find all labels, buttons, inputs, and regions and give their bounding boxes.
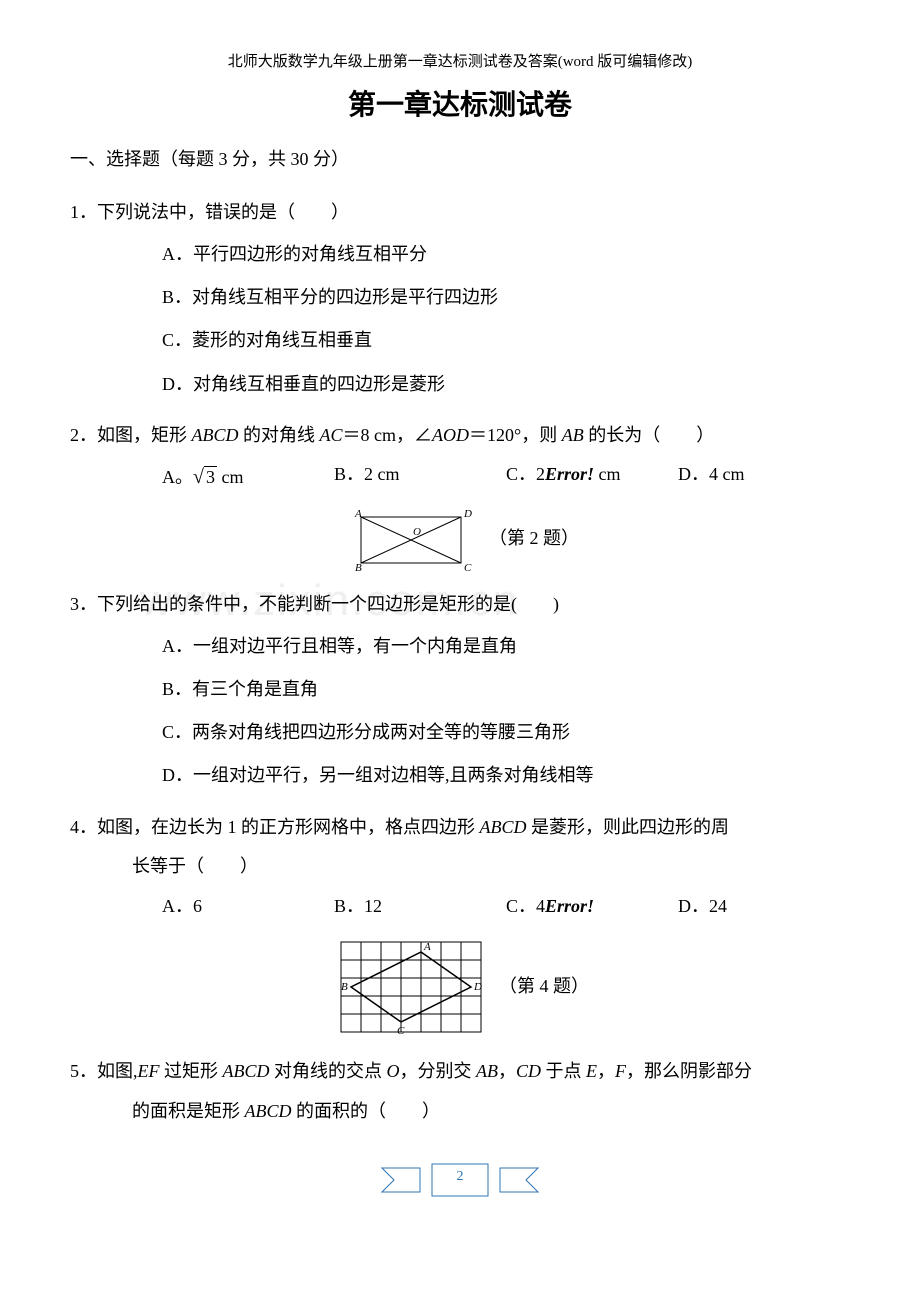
q2-text: 2．如图，矩形	[70, 425, 192, 445]
q2-abcd: ABCD	[192, 425, 239, 445]
q5-stem: 5．如图,EF 过矩形 ABCD 对角线的交点 O，分别交 AB，CD 于点 E…	[70, 1052, 850, 1092]
q5-text: ，那么阴影部分	[626, 1061, 752, 1081]
q4-option-a: A．6	[162, 887, 334, 927]
question-1: 1．下列说法中，错误的是（ ） A．平行四边形的对角线互相平分 B．对角线互相平…	[70, 193, 850, 405]
q1-option-c: C．菱形的对角线互相垂直	[162, 319, 850, 362]
q5-text: 对角线的交点	[270, 1061, 387, 1081]
q4-c-pre: C．4	[506, 896, 545, 916]
q2-text: ＝8 cm，∠	[343, 425, 433, 445]
q5-ab: AB	[476, 1061, 498, 1081]
q4-option-b: B．12	[334, 887, 506, 927]
q2-c-err: Error!	[545, 464, 594, 484]
q4-c-err: Error!	[545, 896, 594, 916]
q2-a-post: cm	[217, 467, 244, 487]
q5-text: 5．如图,	[70, 1061, 138, 1081]
svg-text:D: D	[463, 508, 472, 520]
q2-option-a: A。√3 cm	[162, 455, 334, 499]
q2-c-post: cm	[594, 464, 621, 484]
q4-caption: （第 4 题）	[499, 976, 589, 996]
svg-text:A: A	[423, 941, 431, 953]
q3-option-a: A．一组对边平行且相等，有一个内角是直角	[162, 625, 850, 668]
q2-c-pre: C．2	[506, 464, 545, 484]
svg-text:O: O	[413, 526, 421, 538]
q5-text: ，分别交	[400, 1061, 477, 1081]
rectangle-diagram-icon: A D B C O	[341, 505, 481, 575]
section-heading: 一、选择题（每题 3 分，共 30 分）	[70, 143, 850, 175]
q5-f: F	[615, 1061, 626, 1081]
page-number-ribbon: 2	[370, 1162, 550, 1198]
q1-option-a: A．平行四边形的对角线互相平分	[162, 233, 850, 276]
doc-header: 北师大版数学九年级上册第一章达标测试卷及答案(word 版可编辑修改)	[70, 50, 850, 71]
q2-text: 的长为（ ）	[584, 425, 715, 445]
q1-options: A．平行四边形的对角线互相平分 B．对角线互相平分的四边形是平行四边形 C．菱形…	[70, 233, 850, 406]
q2-figure: A D B C O （第 2 题）	[70, 505, 850, 575]
q3-option-b: B．有三个角是直角	[162, 668, 850, 711]
q2-ab: AB	[562, 425, 584, 445]
q5-ef: EF	[138, 1061, 160, 1081]
q5-o: O	[387, 1061, 400, 1081]
question-4: 4．如图，在边长为 1 的正方形网格中，格点四边形 ABCD 是菱形，则此四边形…	[70, 808, 850, 1043]
q4-text: 4．如图，在边长为 1 的正方形网格中，格点四边形	[70, 817, 480, 837]
q2-ac: AC	[320, 425, 343, 445]
q3-stem: 3．下列给出的条件中，不能判断一个四边形是矩形的是( )	[70, 585, 850, 625]
svg-text:D: D	[473, 981, 482, 993]
question-5: 5．如图,EF 过矩形 ABCD 对角线的交点 O，分别交 AB，CD 于点 E…	[70, 1052, 850, 1131]
q1-option-d: D．对角线互相垂直的四边形是菱形	[162, 363, 850, 406]
q4-abcd: ABCD	[480, 817, 527, 837]
q5-text: 于点	[541, 1061, 586, 1081]
q2-a-sqrt: 3	[204, 466, 217, 487]
question-2: 2．如图，矩形 ABCD 的对角线 AC＝8 cm，∠AOD＝120°，则 AB…	[70, 416, 850, 576]
q5-text: 过矩形	[160, 1061, 223, 1081]
q5-text: ，	[597, 1061, 615, 1081]
q2-aod: AOD	[432, 425, 469, 445]
page-number: 2	[370, 1169, 550, 1185]
svg-text:B: B	[341, 981, 348, 993]
q2-options: A。√3 cm B．2 cm C．2Error! cm D．4 cm	[70, 455, 850, 499]
q5-e: E	[586, 1061, 597, 1081]
q5-abcd-2: ABCD	[245, 1101, 292, 1121]
grid-rhombus-icon: A B C D	[331, 932, 491, 1042]
q1-option-b: B．对角线互相平分的四边形是平行四边形	[162, 276, 850, 319]
q5-text: ，	[498, 1061, 516, 1081]
q2-option-d: D．4 cm	[678, 455, 850, 499]
q4-stem: 4．如图，在边长为 1 的正方形网格中，格点四边形 ABCD 是菱形，则此四边形…	[70, 808, 850, 848]
q5-cd: CD	[516, 1061, 541, 1081]
q2-stem: 2．如图，矩形 ABCD 的对角线 AC＝8 cm，∠AOD＝120°，则 AB…	[70, 416, 850, 456]
q5-line2-pre: 的面积是矩形	[132, 1101, 245, 1121]
q2-option-b: B．2 cm	[334, 455, 506, 499]
question-3: 3．下列给出的条件中，不能判断一个四边形是矩形的是( ) A．一组对边平行且相等…	[70, 585, 850, 797]
q4-stem-line2: 长等于（ ）	[70, 847, 850, 887]
q4-option-c: C．4Error!	[506, 887, 678, 927]
q4-option-d: D．24	[678, 887, 850, 927]
q3-option-d: D．一组对边平行，另一组对边相等,且两条对角线相等	[162, 754, 850, 797]
q5-line2-post: 的面积的（ ）	[292, 1101, 441, 1121]
q4-text: 是菱形，则此四边形的周	[527, 817, 730, 837]
q1-stem: 1．下列说法中，错误的是（ ）	[70, 193, 850, 233]
svg-text:B: B	[355, 562, 362, 574]
q2-option-c: C．2Error! cm	[506, 455, 678, 499]
svg-text:C: C	[397, 1025, 405, 1037]
q2-a-pre: A。	[162, 467, 193, 487]
q4-figure: A B C D （第 4 题）	[70, 932, 850, 1042]
svg-text:A: A	[354, 508, 362, 520]
sqrt-icon: √	[193, 466, 204, 488]
q2-caption: （第 2 题）	[489, 528, 579, 548]
svg-text:C: C	[464, 562, 472, 574]
main-title: 第一章达标测试卷	[70, 83, 850, 123]
q3-options: A．一组对边平行且相等，有一个内角是直角 B．有三个角是直角 C．两条对角线把四…	[70, 625, 850, 798]
q5-abcd: ABCD	[223, 1061, 270, 1081]
q2-text: 的对角线	[239, 425, 320, 445]
q3-option-c: C．两条对角线把四边形分成两对全等的等腰三角形	[162, 711, 850, 754]
q5-stem-line2: 的面积是矩形 ABCD 的面积的（ ）	[70, 1092, 850, 1132]
q4-options: A．6 B．12 C．4Error! D．24	[70, 887, 850, 927]
q2-text: ＝120°，则	[469, 425, 562, 445]
